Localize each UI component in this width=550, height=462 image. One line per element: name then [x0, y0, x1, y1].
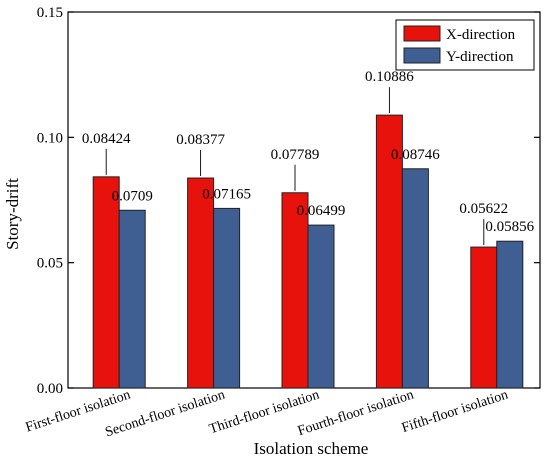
- bar-y-direction: [118, 209, 146, 389]
- bar-y-direction: [213, 207, 241, 389]
- data-label: 0.08424: [82, 131, 131, 147]
- y-tick-label: 0.10: [37, 130, 63, 146]
- data-label: 0.08746: [391, 147, 440, 163]
- data-label: 0.05622: [459, 201, 508, 217]
- y-tick-label: 0.05: [37, 256, 63, 272]
- bar-x-direction: [187, 177, 215, 389]
- data-label: 0.0709: [112, 188, 153, 204]
- data-label: 0.08377: [176, 132, 225, 148]
- bar-x-direction: [92, 176, 120, 389]
- y-axis-label: Story-drift: [3, 178, 22, 250]
- bar-y-direction: [401, 168, 429, 389]
- bar-y-direction: [307, 224, 335, 389]
- legend-label: X-direction: [446, 27, 516, 43]
- data-label: 0.07165: [202, 186, 251, 202]
- bar-y-direction: [496, 240, 524, 389]
- data-label: 0.06499: [297, 203, 346, 219]
- y-tick-label: 0.00: [37, 381, 63, 397]
- legend-label: Y-direction: [446, 49, 514, 65]
- legend-swatch: [403, 25, 441, 42]
- x-axis-label: Isolation scheme: [254, 439, 369, 458]
- data-label: 0.07789: [271, 147, 320, 163]
- bar-x-direction: [281, 192, 309, 389]
- bar-x-direction: [470, 246, 498, 389]
- data-label: 0.05856: [485, 219, 534, 235]
- x-tick-label: Fifth-floor isolation: [400, 388, 510, 437]
- legend: X-direction Y-direction: [395, 19, 535, 71]
- legend-swatch: [403, 47, 441, 64]
- data-label: 0.10886: [365, 69, 414, 85]
- bar-x-direction: [375, 114, 403, 389]
- y-tick-label: 0.15: [37, 5, 63, 21]
